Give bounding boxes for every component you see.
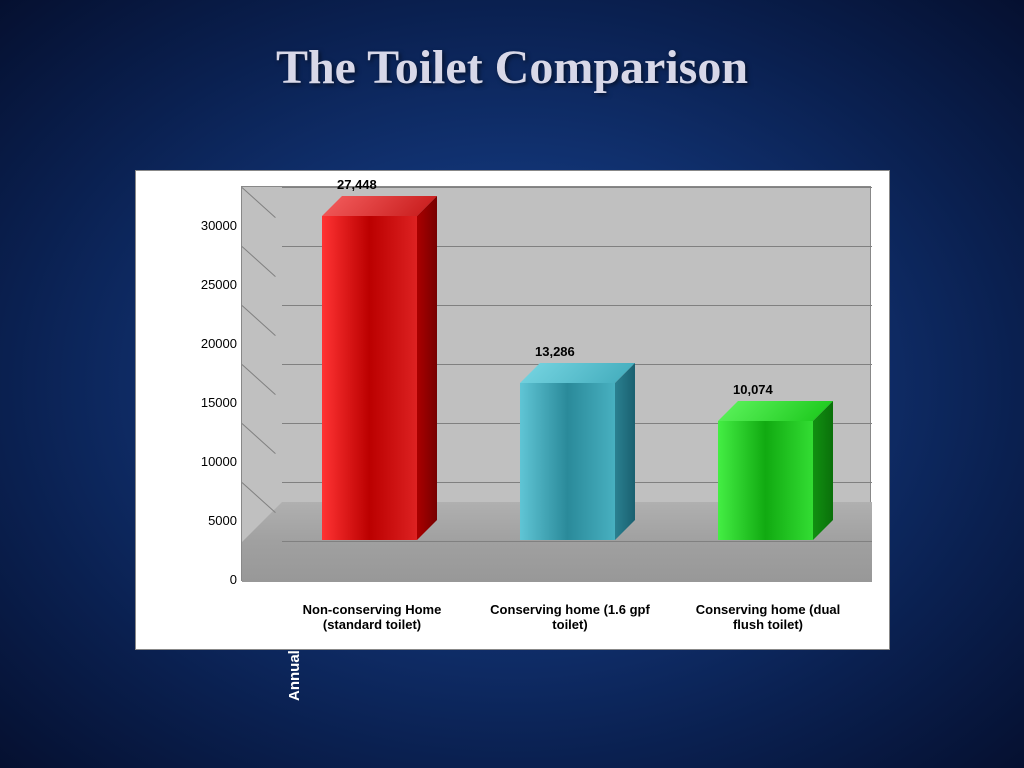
grid-line (282, 541, 872, 542)
y-tick: 10000 (187, 454, 237, 469)
y-tick: 15000 (187, 395, 237, 410)
plot-area: 27,448 13,286 10,074 0 5000 10000 15000 … (241, 186, 871, 581)
grid-line (242, 423, 276, 454)
grid-line (242, 482, 276, 513)
y-tick: 0 (187, 572, 237, 587)
x-label: Non-conserving Home (standard toilet) (292, 602, 452, 632)
slide-title: The Toilet Comparison (0, 0, 1024, 95)
grid-line (242, 187, 276, 218)
grid-line (242, 364, 276, 395)
data-label: 27,448 (337, 177, 377, 192)
chart-container: Annual toilet water use (gallons) - fami… (135, 170, 890, 650)
y-tick: 30000 (187, 218, 237, 233)
x-label: Conserving home (dual flush toilet) (688, 602, 848, 632)
y-tick: 20000 (187, 336, 237, 351)
x-label: Conserving home (1.6 gpf toilet) (490, 602, 650, 632)
grid-line (242, 305, 276, 336)
y-tick: 25000 (187, 277, 237, 292)
grid-line (242, 246, 276, 277)
y-tick: 5000 (187, 513, 237, 528)
data-label: 10,074 (733, 382, 773, 397)
data-label: 13,286 (535, 344, 575, 359)
chart-floor (242, 542, 872, 582)
